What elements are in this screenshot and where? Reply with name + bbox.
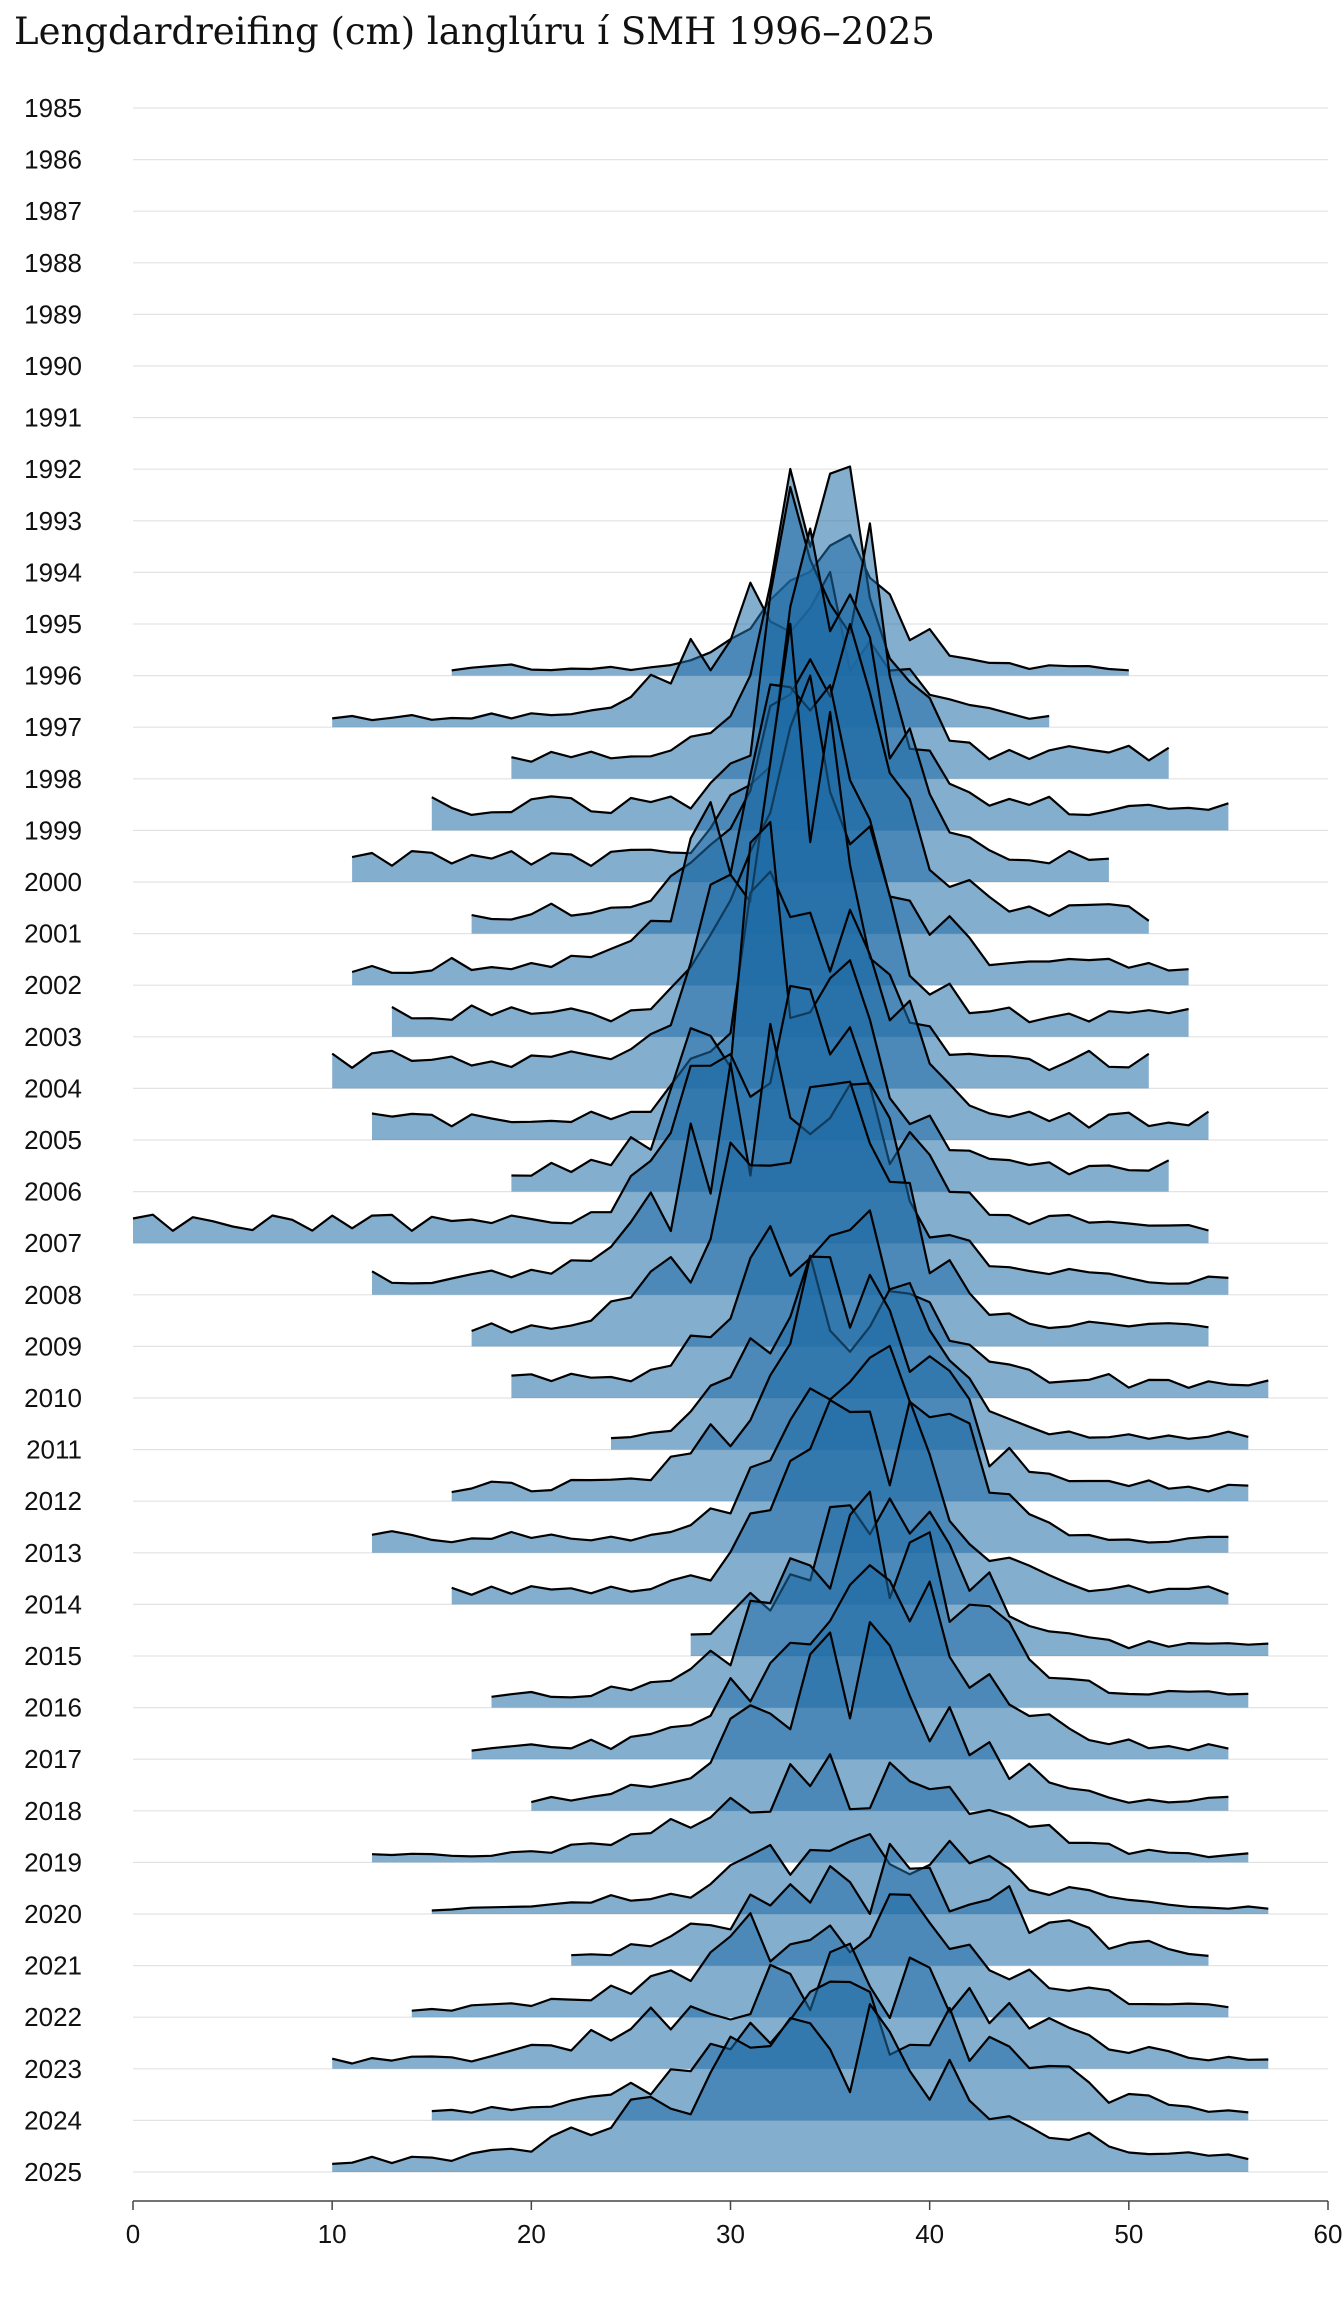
ridge-line-2021 [571,1842,1209,1957]
year-label-2013: 2013 [24,1538,82,1568]
ridge-line-2005 [371,870,1210,1129]
ridge-area-2013 [372,1345,1229,1553]
year-label-2009: 2009 [24,1331,82,1361]
ridge-line-2018 [531,1621,1229,1804]
year-label-1998: 1998 [24,764,82,794]
year-label-2024: 2024 [24,2105,82,2135]
ridge-line-2012 [451,1255,1249,1494]
year-label-2001: 2001 [24,919,82,949]
year-label-1997: 1997 [24,712,82,742]
year-label-2006: 2006 [24,1177,82,1207]
year-label-1999: 1999 [24,815,82,845]
ridge-area-2006 [511,822,1169,1192]
ridge-area-2012 [451,1256,1249,1502]
year-label-2023: 2023 [24,2054,82,2084]
year-label-2014: 2014 [24,1589,82,1619]
ridge-line-2004 [331,622,1150,1072]
ridge-line-1997 [332,570,1050,722]
ridge-line-2023 [331,1942,1269,2065]
year-label-2018: 2018 [24,1796,82,1826]
year-label-2007: 2007 [24,1228,82,1258]
ridge-line-2022 [411,1893,1229,2012]
ridge-layer [132,465,1269,2172]
ridge-area-2009 [471,1081,1209,1347]
ridge-area-2020 [431,1834,1269,1914]
ridge-area-2000 [352,528,1109,882]
x-tick-label-60: 60 [1314,2219,1343,2249]
ridge-area-2017 [471,1565,1229,1760]
year-label-2002: 2002 [24,970,82,1000]
year-label-2019: 2019 [24,1847,82,1877]
year-label-1996: 1996 [24,661,82,691]
year-label-1989: 1989 [24,299,82,329]
year-label-1991: 1991 [24,403,82,433]
ridge-line-2009 [471,1080,1209,1334]
year-label-2011: 2011 [26,1435,82,1465]
year-label-2004: 2004 [24,1073,82,1103]
year-label-2005: 2005 [24,1125,82,1155]
year-label-2008: 2008 [24,1280,82,1310]
x-tick-label-50: 50 [1114,2219,1143,2249]
year-label-2003: 2003 [24,1022,82,1052]
ridge-line-2006 [511,821,1170,1177]
year-label-2015: 2015 [24,1641,82,1671]
ridge-area-2022 [411,1894,1229,2018]
ridge-line-2007 [132,984,1209,1232]
ridge-area-2024 [431,1981,1249,2121]
ridge-line-2002 [351,683,1189,974]
ridge-line-2019 [371,1753,1249,1859]
year-label-2000: 2000 [24,867,82,897]
year-label-1985: 1985 [24,93,82,123]
x-tick-label-20: 20 [517,2219,546,2249]
ridge-line-2011 [610,1254,1249,1440]
ridge-line-2014 [451,1399,1229,1596]
ridge-line-2024 [431,1980,1249,2114]
year-label-2012: 2012 [24,1486,82,1516]
ridge-line-2013 [371,1344,1229,1544]
ridge-line-2001 [471,623,1150,922]
year-label-1987: 1987 [24,196,82,226]
year-label-1988: 1988 [24,248,82,278]
chart-title: Lengdardreifing (cm) langlúru í SMH 1996… [14,10,935,53]
year-label-1993: 1993 [24,506,82,536]
year-label-2016: 2016 [24,1693,82,1723]
ridge-area-2014 [451,1400,1229,1605]
year-label-2022: 2022 [24,2002,82,2032]
year-label-2025: 2025 [24,2157,82,2187]
ridge-area-2019 [372,1754,1249,1863]
year-label-2021: 2021 [24,1951,82,1981]
year-label-1990: 1990 [24,351,82,381]
ridge-area-2007 [133,985,1209,1244]
year-label-2020: 2020 [24,1899,82,1929]
year-label-1986: 1986 [24,145,82,175]
x-tick-label-30: 30 [716,2219,745,2249]
year-label-1994: 1994 [24,557,82,587]
year-label-2017: 2017 [24,1744,82,1774]
ridge-line-2017 [471,1564,1229,1752]
year-label-1992: 1992 [24,454,82,484]
ridge-line-1998 [511,465,1170,763]
ridge-area-2025 [332,2004,1249,2172]
ridge-line-2025 [332,2003,1249,2165]
year-label-1995: 1995 [24,609,82,639]
ridge-line-2020 [431,1833,1269,1912]
year-label-2010: 2010 [24,1383,82,1413]
ridge-line-2016 [491,1490,1249,1699]
ridge-area-2018 [531,1622,1229,1811]
x-tick-label-10: 10 [318,2219,347,2249]
ridge-line-1999 [431,485,1229,817]
year-labels: 1985 1986 1987 1988 1989 1990 1991 1992 1993 1994… [24,93,82,2187]
x-tick-label-40: 40 [915,2219,944,2249]
ridge-line-2000 [351,527,1109,867]
x-tick-label-0: 0 [126,2219,140,2249]
x-axis: 0 10 20 30 40 50 60 [126,2200,1343,2249]
